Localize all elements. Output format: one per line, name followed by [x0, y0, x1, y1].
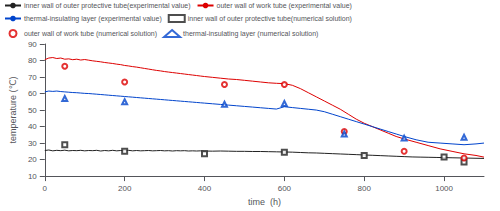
svg-text:inner wall of outer protective: inner wall of outer protective tube(expe… [24, 2, 191, 10]
svg-text:outer wall of work tube (exper: outer wall of work tube (experimental va… [217, 2, 352, 10]
svg-text:800: 800 [358, 184, 372, 193]
svg-text:30: 30 [28, 139, 37, 148]
svg-text:80: 80 [28, 56, 37, 65]
svg-text:90: 90 [28, 40, 37, 49]
svg-text:60: 60 [28, 89, 37, 98]
svg-text:0: 0 [43, 184, 48, 193]
svg-text:400: 400 [198, 184, 212, 193]
svg-text:time (h): time (h) [248, 197, 281, 207]
svg-text:temperature (℃): temperature (℃) [8, 76, 18, 143]
svg-text:outer wall of work tube (numer: outer wall of work tube (numerical solut… [24, 30, 157, 38]
svg-text:70: 70 [28, 73, 37, 82]
svg-text:50: 50 [28, 106, 37, 115]
svg-text:thermal-insulating layer (expe: thermal-insulating layer (experimental v… [24, 15, 162, 23]
svg-text:1000: 1000 [435, 184, 453, 193]
svg-text:inner wall of outer protective: inner wall of outer protective tube(nume… [188, 15, 352, 23]
svg-text:10: 10 [28, 172, 37, 181]
svg-text:200: 200 [118, 184, 132, 193]
svg-text:600: 600 [278, 184, 292, 193]
svg-text:thermal-insulating layer (nume: thermal-insulating layer (numerical solu… [183, 30, 318, 38]
svg-text:40: 40 [28, 122, 37, 131]
svg-text:20: 20 [28, 155, 37, 164]
